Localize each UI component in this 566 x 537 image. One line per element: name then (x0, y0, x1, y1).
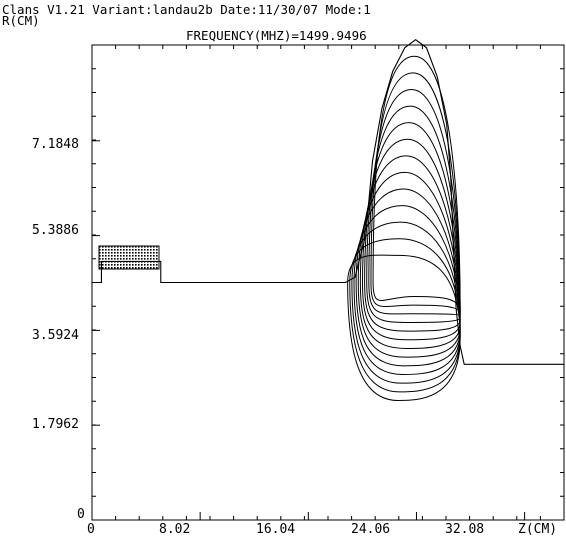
field-contour-line (359, 155, 461, 349)
field-contour-line (347, 254, 461, 401)
field-contour-line (361, 138, 461, 341)
y-tick-label-1: 1.7962 (32, 417, 79, 432)
x-tick-label-1: 8.02 (159, 522, 190, 537)
ticks-group (91, 44, 565, 521)
x-tick-label-3: 24.06 (351, 522, 390, 537)
cavity-boundary (92, 39, 564, 365)
x-tick-label-4: 32.08 (445, 522, 484, 537)
header-info: Clans V1.21 Variant:landau2b Date:11/30/… (2, 2, 371, 17)
field-contour-line (372, 55, 461, 312)
frequency-label: FREQUENCY(MHZ)=1499.9496 (186, 28, 367, 43)
field-contour-line (364, 122, 461, 332)
x-tick-label-0: 0 (87, 522, 95, 537)
z-axis-label: Z(CM) (518, 522, 557, 537)
field-contour-line (368, 88, 461, 317)
field-contour-line (370, 72, 461, 314)
y-tick-label-4: 7.1848 (32, 137, 79, 152)
field-contours (347, 55, 461, 401)
y-tick-label-3: 5.3886 (32, 223, 79, 238)
field-contour-line (355, 188, 461, 367)
y-tick-label-2: 3.5924 (32, 328, 79, 343)
y-tick-label-0: 0 (77, 507, 85, 522)
r-axis-label: R(CM) (2, 13, 40, 28)
hatched-insert (98, 245, 160, 270)
field-contour-line (366, 105, 461, 323)
x-tick-label-2: 16.04 (256, 522, 295, 537)
